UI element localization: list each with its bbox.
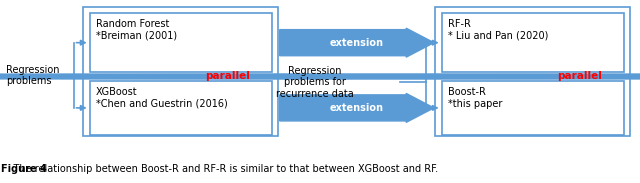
Text: Random Forest
*Breiman (2001): Random Forest *Breiman (2001) (96, 19, 177, 41)
Text: Figure 4: Figure 4 (1, 164, 47, 174)
Polygon shape (0, 74, 640, 79)
Polygon shape (0, 74, 640, 79)
FancyBboxPatch shape (442, 13, 624, 72)
FancyBboxPatch shape (90, 13, 272, 72)
Text: The relationship between Boost-R and RF-R is similar to that between XGBoost and: The relationship between Boost-R and RF-… (1, 164, 438, 174)
FancyBboxPatch shape (435, 7, 630, 136)
Text: extension: extension (330, 103, 384, 113)
Text: Regression
problems: Regression problems (6, 65, 60, 87)
Text: RF-R
* Liu and Pan (2020): RF-R * Liu and Pan (2020) (448, 19, 548, 41)
FancyBboxPatch shape (83, 7, 278, 136)
Text: parallel: parallel (557, 72, 602, 81)
Text: Boost-R
*this paper: Boost-R *this paper (448, 87, 502, 109)
Text: extension: extension (330, 38, 384, 48)
Text: parallel: parallel (205, 72, 250, 81)
FancyBboxPatch shape (90, 81, 272, 135)
FancyBboxPatch shape (442, 81, 624, 135)
Text: XGBoost
*Chen and Guestrin (2016): XGBoost *Chen and Guestrin (2016) (96, 87, 228, 109)
Text: Regression
problems for
recurrence data: Regression problems for recurrence data (276, 66, 354, 99)
Polygon shape (280, 28, 434, 57)
Polygon shape (280, 93, 434, 122)
